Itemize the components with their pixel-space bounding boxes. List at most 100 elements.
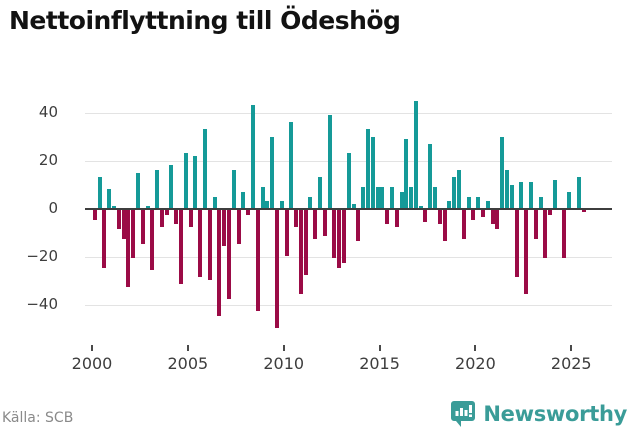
bar-2019-q1 <box>457 170 462 209</box>
bar-2015-q1 <box>380 186 385 209</box>
bar-2020-q1 <box>476 196 481 209</box>
bar-2006-q3 <box>217 210 222 316</box>
y-axis-label: 0 <box>48 198 58 217</box>
bar-2014-q4 <box>375 186 380 209</box>
bar-2009-q2 <box>270 136 275 209</box>
bar-2021-q2 <box>500 136 505 209</box>
bar-2021-q1 <box>495 210 500 230</box>
bar-2010-q4 <box>298 210 303 294</box>
x-axis-label: 2020 <box>455 354 496 373</box>
bar-2011-q1 <box>303 210 308 275</box>
x-axis-tick <box>570 345 573 351</box>
bar-2019-q4 <box>471 210 476 220</box>
bar-2023-q3 <box>543 210 548 258</box>
bar-2022-q4 <box>528 182 533 209</box>
bar-2016-q2 <box>404 138 409 209</box>
bar-2019-q2 <box>461 210 466 239</box>
bar-2014-q1 <box>361 186 366 209</box>
bar-2005-q2 <box>193 155 198 209</box>
bar-2016-q3 <box>409 186 414 209</box>
bar-2003-q4 <box>164 210 169 215</box>
zero-axis-line <box>85 208 612 210</box>
bar-2018-q2 <box>442 210 447 242</box>
bar-2014-q2 <box>365 129 370 209</box>
bar-2001-q4 <box>126 210 131 287</box>
bar-2011-q3 <box>313 210 318 239</box>
bar-2003-q1 <box>150 210 155 270</box>
bar-2022-q2 <box>519 182 524 209</box>
bar-2004-q3 <box>179 210 184 285</box>
bar-2008-q1 <box>246 210 251 215</box>
x-axis-tick <box>378 345 381 351</box>
bar-2004-q1 <box>169 165 174 209</box>
bar-2021-q3 <box>504 170 509 209</box>
bar-2012-q1 <box>322 210 327 237</box>
bar-2013-q3 <box>351 203 356 209</box>
bar-2023-q4 <box>548 210 553 215</box>
bar-2023-q2 <box>538 196 543 209</box>
bar-2005-q4 <box>203 129 208 209</box>
x-axis-label: 2005 <box>167 354 209 373</box>
page-title: Nettoinflyttning till Ödeshög <box>9 6 401 35</box>
bar-2009-q4 <box>279 201 284 209</box>
x-axis-tick <box>91 345 93 351</box>
gridline <box>85 112 612 114</box>
bar-2011-q2 <box>308 196 313 209</box>
x-axis-tick <box>474 345 477 351</box>
bar-2001-q3 <box>121 210 126 239</box>
bar-2020-q4 <box>490 210 495 225</box>
bar-2003-q3 <box>159 210 164 227</box>
bar-2012-q3 <box>332 210 337 258</box>
bar-2003-q2 <box>155 170 160 209</box>
bar-2010-q2 <box>289 122 294 209</box>
x-axis-label: 2025 <box>550 354 592 373</box>
bar-2002-q3 <box>140 210 145 244</box>
newsworthy-brand-link[interactable]: Newsworthy <box>450 400 627 428</box>
source-label: Källa: SCB <box>2 410 74 426</box>
bar-2024-q1 <box>552 179 557 209</box>
x-axis-label: 2015 <box>359 354 400 373</box>
bar-2008-q2 <box>250 105 255 209</box>
bar-2021-q4 <box>509 184 514 209</box>
y-axis-label: 20 <box>38 150 58 169</box>
bar-2006-q2 <box>212 196 217 209</box>
bar-2017-q2 <box>423 210 428 222</box>
bar-2017-q1 <box>418 206 423 209</box>
bar-2001-q2 <box>116 210 121 230</box>
y-axis-label: 40 <box>38 102 58 121</box>
bar-2007-q3 <box>236 210 241 244</box>
bar-2007-q2 <box>231 170 236 209</box>
bar-2019-q3 <box>466 196 471 209</box>
bar-2024-q4 <box>567 191 572 209</box>
bar-2025-q3 <box>581 210 586 213</box>
bar-2017-q3 <box>428 143 433 209</box>
newsworthy-logo-icon <box>450 400 476 428</box>
bar-2005-q1 <box>188 210 193 227</box>
bar-2000-q3 <box>102 210 107 268</box>
bar-2007-q1 <box>226 210 231 299</box>
x-axis-tick <box>186 345 189 351</box>
bar-2012-q4 <box>337 210 342 268</box>
bar-2013-q2 <box>346 153 351 209</box>
bar-2009-q3 <box>274 210 279 328</box>
bar-2000-q2 <box>97 177 102 209</box>
bar-2015-q3 <box>389 186 394 209</box>
bar-2015-q4 <box>394 210 399 227</box>
bar-2008-q3 <box>255 210 260 311</box>
bar-2000-q4 <box>107 189 112 209</box>
bar-2015-q2 <box>385 210 390 225</box>
bar-2016-q4 <box>413 100 418 209</box>
bar-2002-q1 <box>131 210 136 258</box>
bar-2009-q1 <box>265 201 270 209</box>
bar-2006-q4 <box>222 210 227 246</box>
bar-2004-q4 <box>183 153 188 209</box>
bar-2007-q4 <box>241 191 246 209</box>
bar-2010-q1 <box>284 210 289 256</box>
x-axis-label: 2010 <box>263 354 305 373</box>
bar-2017-q4 <box>433 186 438 209</box>
bar-2020-q3 <box>485 201 490 209</box>
x-axis-tick <box>282 345 285 351</box>
bar-2002-q4 <box>145 206 150 209</box>
bar-2018-q1 <box>437 210 442 225</box>
bar-2024-q3 <box>562 210 567 258</box>
